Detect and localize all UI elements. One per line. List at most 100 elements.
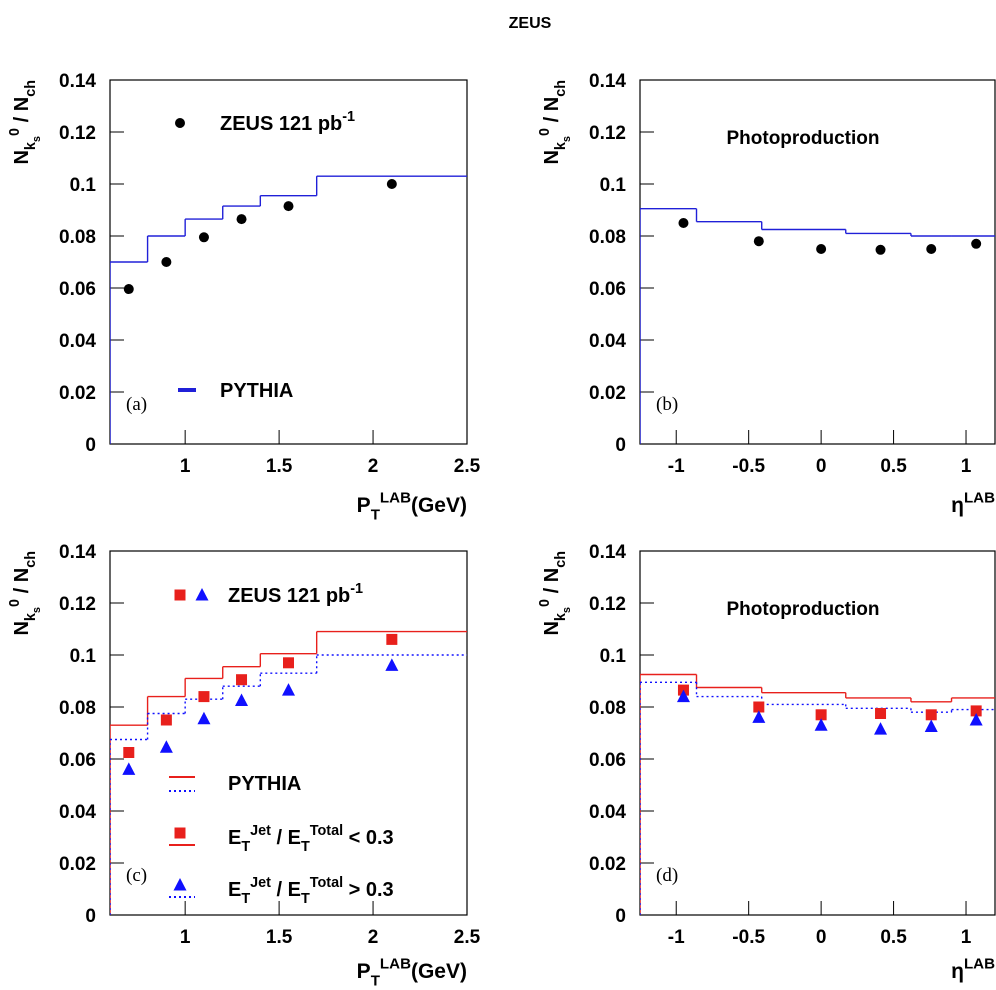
y-tick-label: 0.06: [589, 279, 626, 300]
legend-label: ETJet / ETTotal < 0.3: [228, 823, 394, 855]
label-part: / N: [541, 568, 563, 599]
label-part: ZEUS 121 pb: [220, 113, 342, 135]
point: [236, 674, 248, 686]
label-part: 0: [7, 128, 23, 136]
point: [159, 740, 173, 753]
y-tick-label: 0.12: [589, 123, 626, 144]
label-part: LAB: [964, 956, 995, 973]
point: [122, 762, 136, 775]
point: [236, 214, 247, 225]
panel: 0 0.02 0.04 0.06 0.08 0.1 0.12 0.14 1 1.5 2 2.5 Nks 0…: [7, 542, 481, 989]
label-part: -1: [350, 581, 363, 597]
label-part: / E: [271, 879, 301, 901]
legend-label: PYTHIA: [220, 380, 293, 402]
label-part: PYTHIA: [220, 380, 293, 402]
label-part: E: [228, 879, 241, 901]
label-part: -1: [342, 109, 355, 125]
y-tick-label: 0.1: [70, 175, 97, 196]
label-part: / N: [11, 97, 33, 128]
y-tick-label: 0.14: [589, 71, 626, 92]
label-part: ch: [23, 551, 39, 568]
label-part: Total: [310, 875, 343, 891]
x-tick-label: 0.5: [880, 456, 907, 477]
label-part: (GeV): [411, 960, 467, 983]
point: [753, 701, 765, 713]
label-part: 0: [7, 599, 23, 607]
annotation: Photoproduction: [726, 599, 879, 620]
label-part: s: [31, 607, 43, 613]
label-part: < 0.3: [343, 827, 394, 849]
x-tick-label: 0: [816, 927, 827, 948]
y-tick-label: 0.12: [589, 594, 626, 615]
panel: 0 0.02 0.04 0.06 0.08 0.1 0.12 0.14 -1 -0.5 0 0.5 1 N…: [537, 71, 996, 517]
y-tick-label: 0.1: [600, 175, 627, 196]
point: [198, 691, 210, 703]
label-part: T: [301, 891, 310, 907]
label-part: N: [541, 621, 563, 635]
y-tick-label: 0.1: [600, 646, 627, 667]
y-tick-label: 0: [85, 906, 96, 927]
legend-label: ZEUS 121 pb-1: [228, 581, 363, 607]
figure-title: ZEUS: [509, 15, 552, 32]
label-part: s: [31, 136, 43, 142]
y-tick-label: 0: [85, 435, 96, 456]
label-part: P: [357, 960, 371, 983]
x-tick-label: 2: [368, 456, 379, 477]
x-tick-label: -1: [668, 456, 685, 477]
x-tick-label: 2.5: [454, 927, 481, 948]
x-tick-label: 2: [368, 927, 379, 948]
legend-key: [175, 118, 185, 128]
y-tick-label: 0: [615, 435, 626, 456]
label-part: s: [561, 607, 573, 613]
y-tick-label: 0.02: [589, 383, 626, 404]
label-part: ZEUS 121 pb: [228, 585, 350, 607]
label-part: LAB: [380, 956, 411, 973]
y-tick-label: 0: [615, 906, 626, 927]
x-axis-label: ηLAB: [951, 490, 995, 517]
point: [283, 657, 294, 669]
x-tick-label: 0: [816, 456, 827, 477]
y-tick-label: 0.14: [59, 71, 96, 92]
label-part: k: [23, 141, 39, 150]
label-part: N: [541, 150, 563, 164]
y-tick-label: 0.06: [59, 750, 96, 771]
point: [160, 714, 172, 726]
y-axis-label: Nks 0 / Nch: [537, 551, 573, 636]
point: [198, 232, 209, 243]
label-part: ch: [23, 80, 39, 97]
label-part: k: [553, 141, 569, 150]
y-tick-label: 0.06: [589, 750, 626, 771]
label-part: > 0.3: [343, 879, 394, 901]
point: [875, 244, 886, 255]
point: [386, 633, 398, 645]
y-tick-label: 0.08: [59, 227, 96, 248]
y-tick-label: 0.02: [589, 854, 626, 875]
point: [235, 693, 249, 706]
x-tick-label: 1.5: [266, 927, 293, 948]
y-tick-label: 0.02: [59, 854, 96, 875]
label-part: Jet: [250, 823, 271, 839]
legend-key: [174, 827, 186, 839]
x-tick-label: 2.5: [454, 456, 481, 477]
plot-area: [110, 630, 467, 915]
y-tick-label: 0.1: [70, 646, 97, 667]
label-part: PYTHIA: [228, 773, 301, 795]
point: [971, 238, 982, 249]
point: [874, 722, 888, 735]
y-axis-label: Nks 0 / Nch: [7, 80, 43, 165]
label-part: T: [371, 506, 381, 523]
annotation: Photoproduction: [726, 128, 879, 149]
y-tick-label: 0.08: [59, 698, 96, 719]
x-tick-label: 1.5: [266, 456, 293, 477]
x-tick-label: -1: [668, 927, 685, 948]
plot-area: [640, 207, 995, 444]
x-tick-label: 1: [961, 927, 972, 948]
point: [282, 683, 295, 696]
x-axis-label: ηLAB: [951, 956, 995, 983]
plot-area: [110, 175, 467, 444]
point: [123, 284, 134, 295]
y-axis-label: Nks 0 / Nch: [537, 80, 573, 165]
label-part: T: [241, 891, 250, 907]
legend-key: [173, 878, 187, 891]
point: [161, 257, 172, 267]
